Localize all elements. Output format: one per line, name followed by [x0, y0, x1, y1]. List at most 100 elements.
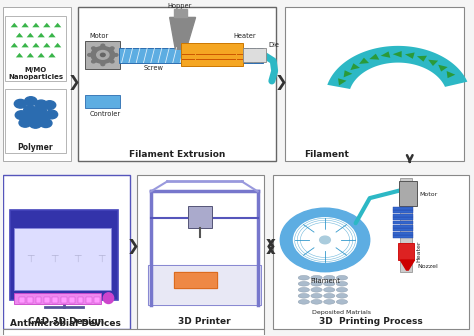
Circle shape: [14, 99, 27, 108]
FancyBboxPatch shape: [14, 293, 101, 303]
Text: 3D  Printing Process: 3D Printing Process: [319, 317, 422, 326]
Text: ⊤: ⊤: [97, 254, 106, 264]
Polygon shape: [37, 53, 45, 57]
Text: Deposited Matrials: Deposited Matrials: [312, 309, 371, 314]
Polygon shape: [32, 23, 40, 27]
FancyBboxPatch shape: [393, 235, 412, 238]
Text: ❯: ❯: [275, 75, 288, 90]
Ellipse shape: [298, 282, 310, 286]
Ellipse shape: [298, 288, 310, 292]
Polygon shape: [27, 33, 34, 37]
Text: Filament: Filament: [304, 150, 349, 159]
Polygon shape: [381, 51, 390, 58]
FancyBboxPatch shape: [78, 297, 83, 303]
Polygon shape: [37, 33, 45, 37]
Polygon shape: [32, 43, 40, 47]
Circle shape: [110, 47, 114, 50]
Polygon shape: [147, 265, 261, 305]
Polygon shape: [417, 56, 427, 62]
Ellipse shape: [324, 282, 335, 286]
Text: CAD 3D Design: CAD 3D Design: [28, 317, 104, 326]
Circle shape: [280, 208, 370, 272]
Polygon shape: [21, 23, 29, 27]
Circle shape: [101, 63, 105, 66]
Polygon shape: [438, 65, 448, 72]
Circle shape: [26, 113, 38, 121]
Text: Screw: Screw: [143, 65, 163, 71]
Circle shape: [91, 47, 115, 63]
Polygon shape: [10, 23, 18, 27]
FancyBboxPatch shape: [393, 214, 412, 217]
Circle shape: [101, 44, 105, 47]
Circle shape: [15, 111, 27, 120]
Polygon shape: [48, 53, 55, 57]
FancyBboxPatch shape: [182, 43, 243, 66]
Circle shape: [293, 217, 357, 263]
Polygon shape: [174, 9, 187, 17]
Circle shape: [40, 119, 52, 128]
Text: Antimicrobial Devices: Antimicrobial Devices: [9, 319, 120, 328]
Circle shape: [36, 113, 48, 122]
FancyBboxPatch shape: [2, 175, 130, 329]
FancyBboxPatch shape: [9, 210, 118, 300]
Polygon shape: [401, 260, 414, 270]
FancyBboxPatch shape: [44, 297, 50, 303]
Text: Filament Extrusion: Filament Extrusion: [128, 150, 225, 159]
Circle shape: [19, 119, 31, 127]
Polygon shape: [174, 272, 217, 289]
Text: ❮: ❮: [264, 239, 277, 254]
FancyBboxPatch shape: [86, 297, 91, 303]
Polygon shape: [170, 17, 196, 49]
Text: Controler: Controler: [90, 111, 121, 117]
Circle shape: [110, 60, 114, 63]
Circle shape: [35, 100, 47, 109]
FancyBboxPatch shape: [285, 7, 464, 161]
FancyBboxPatch shape: [36, 297, 41, 303]
Ellipse shape: [324, 293, 335, 298]
Polygon shape: [43, 43, 50, 47]
Circle shape: [29, 120, 42, 128]
FancyBboxPatch shape: [69, 297, 75, 303]
Ellipse shape: [298, 299, 310, 304]
Ellipse shape: [103, 293, 114, 303]
FancyBboxPatch shape: [393, 224, 412, 227]
Text: ❯: ❯: [127, 239, 140, 254]
Polygon shape: [43, 23, 50, 27]
Text: ⊤: ⊤: [73, 254, 82, 264]
FancyBboxPatch shape: [393, 217, 412, 220]
Polygon shape: [328, 46, 467, 89]
FancyBboxPatch shape: [393, 232, 412, 235]
Text: M/MO
Nanoparticles: M/MO Nanoparticles: [8, 67, 63, 80]
Polygon shape: [344, 70, 352, 77]
Ellipse shape: [324, 299, 335, 304]
FancyBboxPatch shape: [189, 207, 212, 228]
Text: Heater: Heater: [416, 241, 421, 262]
Polygon shape: [21, 43, 29, 47]
FancyBboxPatch shape: [393, 221, 412, 224]
Ellipse shape: [337, 282, 347, 286]
Circle shape: [88, 53, 91, 56]
Circle shape: [91, 47, 95, 50]
FancyBboxPatch shape: [399, 181, 417, 207]
Circle shape: [46, 110, 58, 119]
FancyBboxPatch shape: [85, 41, 120, 69]
Circle shape: [44, 101, 56, 110]
Circle shape: [24, 106, 36, 114]
Polygon shape: [447, 71, 456, 78]
Text: Polymer: Polymer: [18, 143, 53, 152]
Text: Heater: Heater: [233, 33, 256, 39]
Ellipse shape: [311, 293, 322, 298]
Text: ⊤: ⊤: [50, 254, 59, 264]
Text: Motor: Motor: [90, 33, 109, 39]
Text: Nozzel: Nozzel: [418, 264, 438, 269]
Text: ❯: ❯: [264, 239, 277, 254]
Circle shape: [25, 97, 37, 106]
Circle shape: [34, 106, 46, 115]
Text: 3D Printer: 3D Printer: [178, 317, 230, 326]
FancyBboxPatch shape: [5, 89, 66, 153]
FancyBboxPatch shape: [78, 7, 275, 161]
Polygon shape: [428, 60, 438, 66]
FancyBboxPatch shape: [393, 228, 412, 231]
Circle shape: [319, 236, 330, 244]
Text: Motor: Motor: [419, 192, 438, 197]
